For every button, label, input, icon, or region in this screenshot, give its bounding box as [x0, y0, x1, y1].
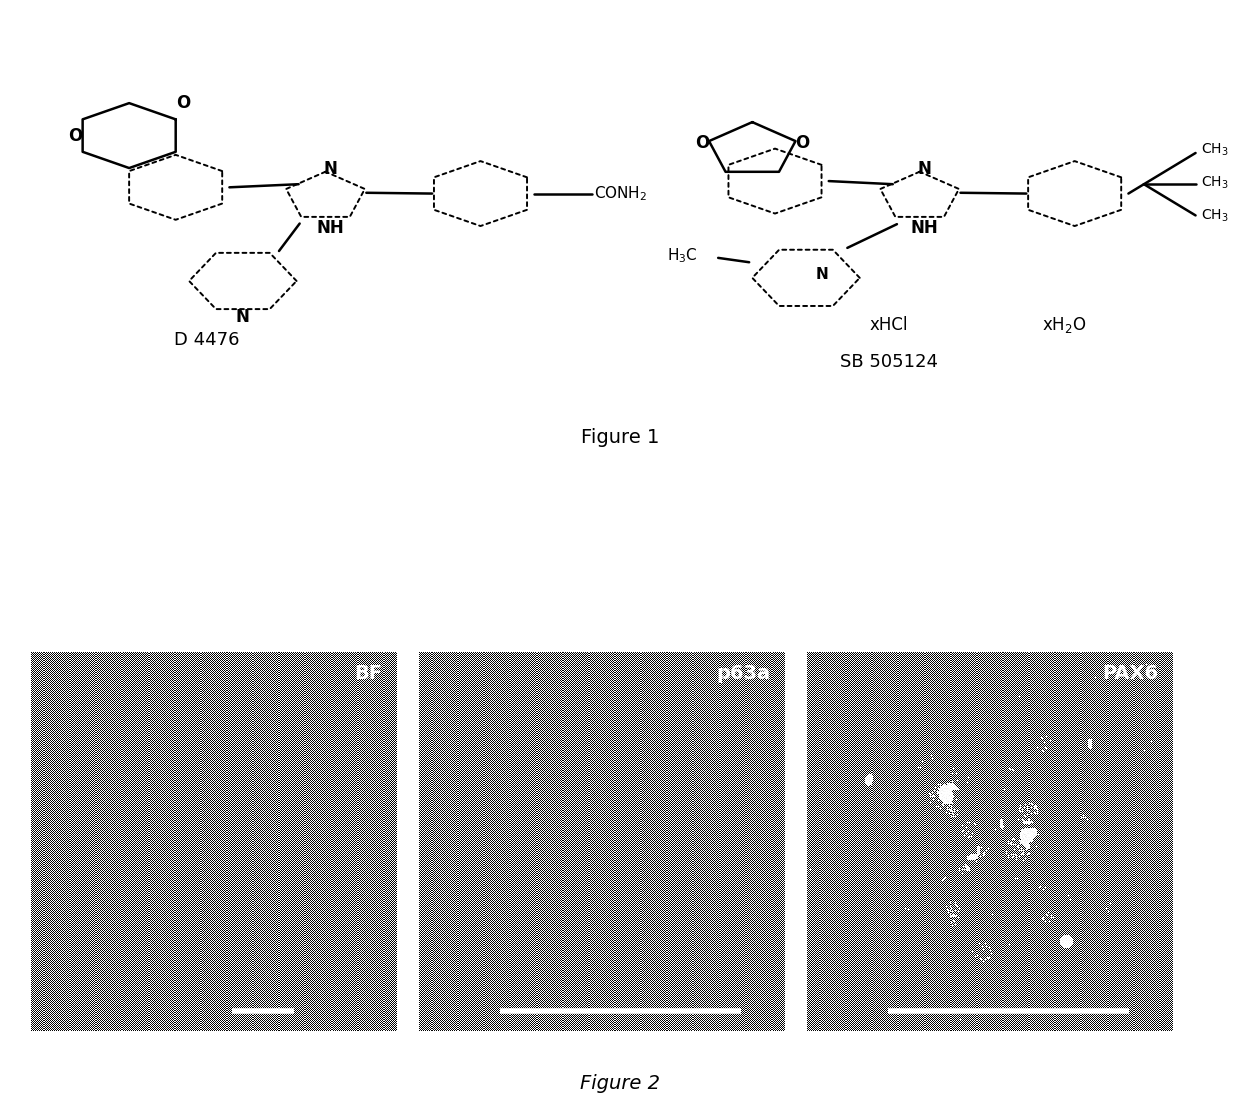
Text: xH$_2$O: xH$_2$O: [1042, 314, 1086, 334]
Text: PAX6: PAX6: [1102, 663, 1158, 682]
Text: O: O: [176, 94, 190, 113]
Text: NH: NH: [911, 219, 939, 236]
Text: N: N: [815, 268, 828, 282]
Text: Figure 2: Figure 2: [580, 1074, 660, 1094]
Text: SB 505124: SB 505124: [839, 353, 937, 371]
Text: Figure 1: Figure 1: [580, 427, 660, 447]
Text: O: O: [795, 134, 808, 153]
Text: CH$_3$: CH$_3$: [1200, 175, 1229, 191]
Text: H$_3$C: H$_3$C: [667, 246, 698, 265]
Text: p63a: p63a: [717, 663, 770, 682]
Text: BF: BF: [355, 663, 382, 682]
Text: N: N: [324, 161, 337, 178]
Text: CONH$_2$: CONH$_2$: [594, 184, 647, 203]
Text: CH$_3$: CH$_3$: [1200, 142, 1229, 158]
Text: N: N: [918, 161, 931, 178]
Text: N: N: [236, 308, 249, 326]
Text: CH$_3$: CH$_3$: [1200, 207, 1229, 224]
Text: D 4476: D 4476: [174, 331, 239, 349]
Text: O: O: [68, 127, 83, 145]
Text: xHCl: xHCl: [869, 316, 908, 333]
Text: NH: NH: [316, 219, 345, 236]
Text: O: O: [696, 134, 709, 153]
